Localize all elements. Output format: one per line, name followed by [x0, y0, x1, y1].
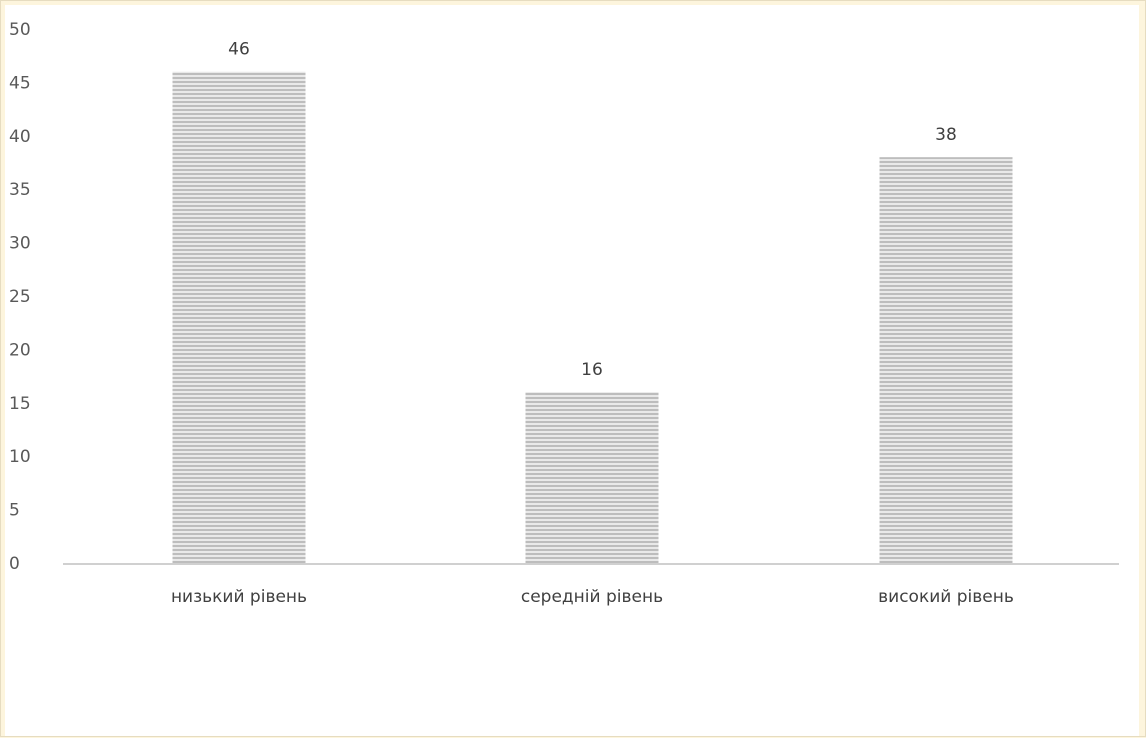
bars — [172, 71, 1013, 563]
y-tick-label: 35 — [9, 180, 31, 200]
y-tick-label: 20 — [9, 340, 31, 360]
category-label: низький рівень — [171, 587, 307, 607]
y-tick-label: 50 — [9, 20, 31, 40]
y-axis-ticks: 0 5 10 15 20 25 30 35 40 45 50 — [9, 20, 31, 574]
data-label: 46 — [228, 40, 250, 60]
bar — [879, 157, 1013, 563]
category-label: високий рівень — [878, 587, 1014, 607]
y-tick-label: 30 — [9, 234, 31, 254]
data-label: 38 — [935, 125, 957, 145]
y-tick-label: 0 — [9, 554, 20, 574]
data-labels: 46 16 38 — [228, 40, 957, 380]
category-labels: низький рівень середній рівень високий рів… — [171, 587, 1014, 607]
data-label: 16 — [581, 360, 603, 380]
y-tick-label: 10 — [9, 447, 31, 467]
y-tick-label: 5 — [9, 501, 20, 521]
y-tick-label: 15 — [9, 394, 31, 414]
bar — [525, 392, 659, 563]
y-tick-label: 45 — [9, 73, 31, 93]
y-tick-label: 40 — [9, 127, 31, 147]
y-tick-label: 25 — [9, 287, 31, 307]
category-label: середній рівень — [521, 587, 663, 607]
bar — [172, 71, 306, 563]
